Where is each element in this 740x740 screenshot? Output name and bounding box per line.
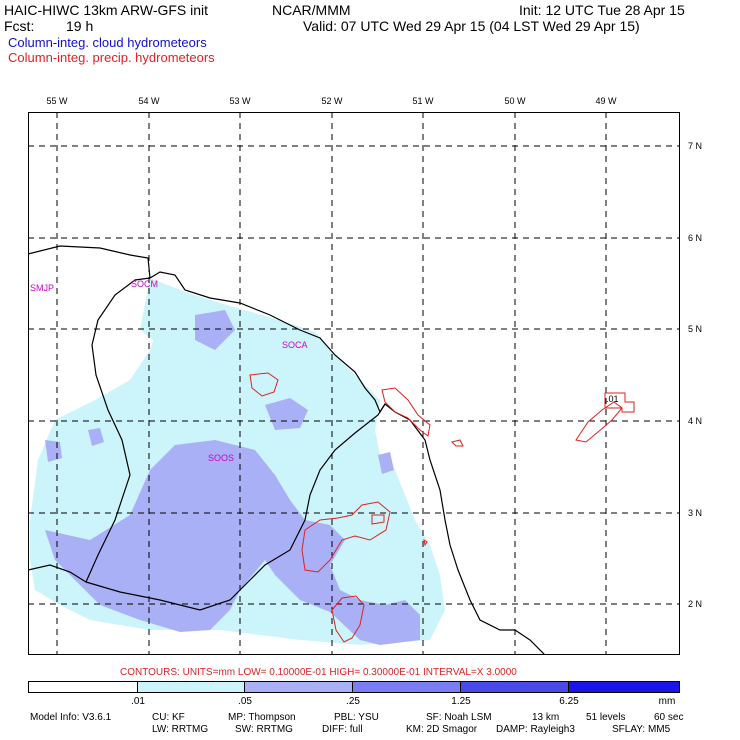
cloud-legend: Column-integ. cloud hydrometeors	[8, 35, 207, 50]
colorbar-segment	[28, 681, 138, 693]
lon-label-49w: 49 W	[595, 96, 617, 106]
map-panel	[28, 112, 680, 655]
model-info-km: KM: 2D Smagor	[406, 724, 478, 735]
contour-value-label: .01	[606, 394, 619, 404]
colorbar-label: 6.25	[559, 696, 579, 707]
station-label: SOCM	[131, 279, 158, 289]
colorbar-label: 1.25	[451, 696, 471, 707]
model-info-pbl: PBL: YSU	[334, 712, 379, 723]
lon-label-55w: 55 W	[46, 96, 68, 106]
colorbar-segment	[137, 681, 245, 693]
station-label: SMJP	[30, 283, 55, 293]
colorbar-segment	[460, 681, 569, 693]
colorbar-segment	[568, 681, 680, 693]
colorbar-segment	[352, 681, 461, 693]
organization: NCAR/MMM	[272, 2, 351, 18]
lon-label-52w: 52 W	[321, 96, 343, 106]
lon-label-50w: 50 W	[504, 96, 526, 106]
lon-label-51w: 51 W	[412, 96, 434, 106]
valid-time: Valid: 07 UTC Wed 29 Apr 15 (04 LST Wed …	[303, 18, 640, 34]
model-info-sw: SW: RRTMG	[235, 724, 293, 735]
init-time: Init: 12 UTC Tue 28 Apr 15	[519, 2, 685, 18]
colorbar-segment	[244, 681, 353, 693]
model-info-resolution: 13 km	[532, 712, 560, 723]
model-info-cu: CU: KF	[152, 712, 185, 723]
colorbar-label: .25	[346, 696, 360, 707]
model-info-version: Model Info: V3.6.1	[30, 712, 112, 723]
model-info-levels: 51 levels	[586, 712, 626, 723]
model-info-lw: LW: RRTMG	[152, 724, 209, 735]
lat-lon-grid	[28, 112, 680, 655]
precip-legend: Column-integ. precip. hydrometeors	[8, 50, 215, 65]
station-label: SOCA	[282, 340, 308, 350]
model-info-sf: SF: Noah LSM	[426, 712, 492, 723]
model-info-diff: DIFF: full	[322, 724, 363, 735]
colorbar-units: mm	[658, 696, 676, 707]
lat-label-3n: 3 N	[688, 508, 703, 518]
lat-label-7n: 7 N	[688, 141, 703, 151]
model-info-timestep: 60 sec	[654, 712, 684, 723]
colorbar-label: .05	[238, 696, 252, 707]
contours-note: CONTOURS: UNITS=mm LOW= 0.10000E-01 HIGH…	[120, 667, 517, 678]
model-title: HAIC-HIWC 13km ARW-GFS init	[4, 2, 209, 18]
model-info-mp: MP: Thompson	[228, 712, 296, 723]
lat-label-2n: 2 N	[688, 599, 703, 609]
precip-contours	[249, 372, 635, 643]
lat-label-6n: 6 N	[688, 233, 703, 243]
lat-label-5n: 5 N	[688, 324, 703, 334]
station-label: SOOS	[208, 453, 235, 463]
model-info-sflay: SFLAY: MM5	[612, 724, 671, 735]
lon-label-54w: 54 W	[138, 96, 160, 106]
cloud-field-medium	[45, 310, 420, 645]
lat-label-4n: 4 N	[688, 416, 703, 426]
coastline	[28, 245, 546, 655]
forecast-label: Fcst:	[4, 18, 35, 34]
lon-label-53w: 53 W	[229, 96, 251, 106]
model-info-damp: DAMP: Rayleigh3	[496, 724, 575, 735]
forecast-hour: 19 h	[66, 18, 94, 34]
colorbar-label: .01	[131, 696, 145, 707]
